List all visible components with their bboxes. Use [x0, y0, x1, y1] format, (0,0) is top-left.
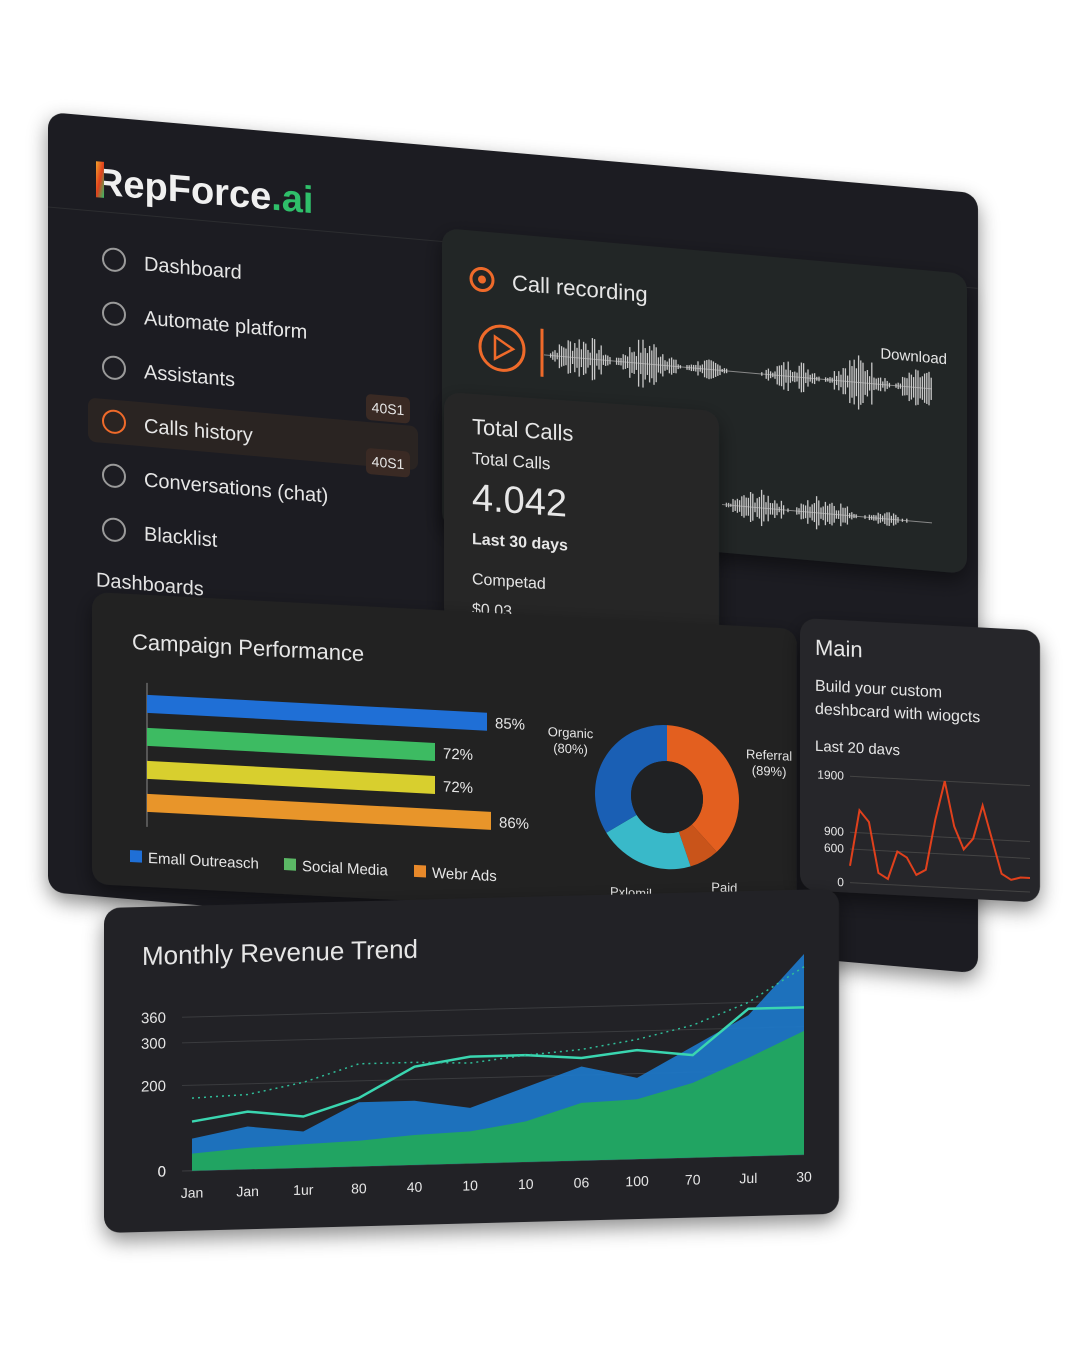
- main-line: [849, 780, 1030, 881]
- grid-line: [850, 882, 1030, 893]
- play-icon: [493, 334, 516, 361]
- bar: [147, 727, 435, 761]
- completed-label: Competad: [472, 571, 546, 593]
- grid-line: [850, 848, 1030, 859]
- y-tick-label: 200: [141, 1078, 166, 1096]
- x-tick-label: 10: [518, 1176, 534, 1192]
- x-tick-label: 1ur: [293, 1182, 314, 1199]
- main-period: Last 20 davs: [815, 738, 900, 759]
- revenue-title: Monthly Revenue Trend: [142, 934, 418, 971]
- main-title: Main: [815, 635, 863, 662]
- y-tick-label: 900: [824, 824, 844, 839]
- total-calls-period: Last 30 days: [472, 531, 568, 555]
- nav-icon: [102, 247, 126, 272]
- donut-slice: [667, 725, 739, 852]
- x-tick-label: 70: [685, 1171, 701, 1187]
- donut-slice: [678, 824, 717, 867]
- y-tick-label: 600: [824, 841, 844, 856]
- bar-value-label: 86%: [499, 814, 529, 833]
- nav-icon: [102, 301, 126, 326]
- nav-active-bg: [88, 398, 418, 470]
- grid-line: [850, 831, 1030, 843]
- y-tick-label: 300: [141, 1035, 166, 1053]
- nav-badge: 40S1: [372, 399, 405, 418]
- main-widget-panel-bg: [800, 618, 1040, 902]
- x-tick-label: 40: [407, 1179, 423, 1195]
- x-tick-label: 100: [625, 1173, 649, 1190]
- bar-value-label: 85%: [495, 715, 525, 734]
- y-tick-label: 1900: [817, 768, 844, 783]
- y-tick-label: 0: [158, 1163, 166, 1180]
- grid-line: [182, 1154, 804, 1172]
- nav-icon: [102, 355, 126, 380]
- nav-badge: 40S1: [372, 453, 405, 472]
- nav-badge-bg: [366, 448, 410, 478]
- legend-swatch: [130, 849, 142, 863]
- x-tick-label: 80: [351, 1180, 367, 1196]
- dotted-line: [191, 966, 805, 1099]
- record-icon: [469, 266, 495, 293]
- donut-value-label: (89%): [752, 763, 787, 780]
- bar-value-label: 72%: [443, 778, 473, 797]
- y-tick-label: 360: [141, 1010, 166, 1028]
- y-tick-label: 0: [158, 1163, 166, 1180]
- nav-icon: [102, 409, 126, 434]
- bar: [147, 793, 491, 830]
- legend-label: Webr Ads: [432, 865, 497, 885]
- brand-suffix: .ai: [271, 177, 313, 223]
- area: [192, 1030, 804, 1171]
- total-calls-panel-bg: [444, 393, 719, 643]
- bar: [147, 694, 487, 731]
- legend-swatch: [284, 858, 296, 871]
- nav-badge-bg: [366, 394, 410, 424]
- total-calls-value: 4.042: [472, 477, 567, 526]
- donut-label: Organic: [548, 724, 594, 741]
- record-icon-dot: [478, 275, 486, 284]
- x-tick-label: Jan: [181, 1184, 204, 1201]
- x-tick-label: 06: [574, 1174, 590, 1190]
- donut-hole: [631, 761, 703, 834]
- donut-slice: [595, 725, 667, 833]
- bar: [147, 760, 435, 794]
- grid-line: [182, 1000, 804, 1018]
- legend-label: Social Media: [302, 858, 388, 880]
- donut-slice: [606, 814, 691, 870]
- x-tick-label: Jul: [739, 1170, 757, 1186]
- legend-label: Emall Outreasch: [148, 850, 259, 873]
- legend-swatch: [414, 864, 426, 878]
- nav-icon: [102, 463, 126, 488]
- donut-label: Referral: [746, 746, 792, 763]
- x-tick-label: Jan: [236, 1183, 259, 1200]
- trend-line: [191, 1006, 804, 1123]
- grid-line: [182, 1026, 804, 1044]
- y-tick-label: 0: [837, 875, 844, 889]
- logo-mark: [96, 161, 104, 198]
- bar-value-label: 72%: [443, 745, 473, 764]
- grid-line: [850, 775, 1030, 787]
- nav-icon: [102, 517, 126, 542]
- x-tick-label: 30: [796, 1168, 812, 1184]
- x-tick-label: 10: [462, 1177, 478, 1193]
- download-link[interactable]: Download: [880, 345, 947, 368]
- donut-value-label: (80%): [553, 740, 588, 757]
- play-button[interactable]: [478, 324, 526, 372]
- main-subtitle: Build your custom: [815, 678, 942, 702]
